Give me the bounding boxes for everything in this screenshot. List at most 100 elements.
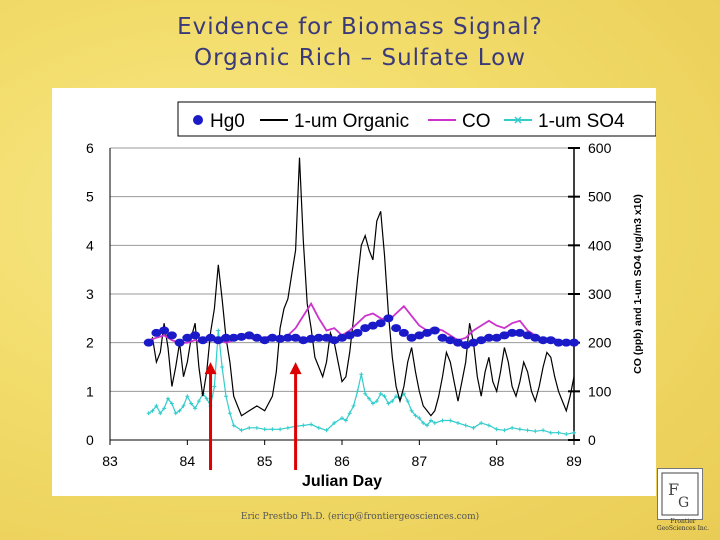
series-layer — [143, 157, 579, 437]
hg0-point — [337, 333, 347, 342]
so4-point — [239, 428, 244, 433]
so4-point — [463, 423, 468, 428]
series-line-1-um-organic — [148, 157, 575, 417]
so4-point — [146, 411, 151, 416]
so4-point — [413, 413, 418, 418]
hg0-point — [360, 324, 371, 333]
legend-label: CO — [462, 111, 491, 132]
hg0-point — [561, 338, 572, 347]
so4-point — [556, 430, 561, 435]
hg0-point — [329, 336, 340, 345]
logo-text-line1: Frontier — [670, 518, 696, 525]
legend-label: 1-um SO4 — [538, 111, 625, 132]
so4-point — [309, 422, 314, 427]
slide-title-line1: Evidence for Biomass Signal? — [177, 14, 543, 40]
hg0-point — [190, 331, 201, 340]
so4-point — [181, 403, 186, 408]
hg0-point — [143, 338, 154, 347]
company-logo: F G Frontier GeoSciences Inc. — [651, 468, 711, 538]
so4-point — [456, 420, 460, 425]
hg0-point — [375, 319, 386, 328]
so4-point — [564, 432, 569, 437]
so4-point — [270, 427, 275, 432]
so4-point — [494, 427, 499, 432]
so4-point — [301, 423, 306, 428]
hg0-point — [275, 334, 286, 343]
so4-point — [533, 429, 538, 434]
hg0-point — [499, 331, 510, 340]
so4-point — [162, 406, 167, 411]
x-tick: 85 — [257, 453, 273, 469]
y-tick-right: 300 — [588, 286, 612, 302]
x-tick: 84 — [180, 453, 196, 469]
x-tick: 87 — [412, 453, 428, 469]
axis-labels: 0 1 2 3 4 5 6 0 100 200 300 400 500 600 83 84 85 86 87 88 89… — [86, 140, 644, 490]
legend-label: Hg0 — [210, 111, 245, 132]
so4-point — [343, 418, 348, 423]
hg0-point — [197, 336, 208, 345]
so4-point — [227, 411, 232, 416]
y-tick-left: 1 — [86, 383, 94, 399]
y-tick-left: 2 — [86, 335, 94, 351]
hg0-point — [429, 326, 440, 335]
so4-point — [231, 423, 236, 428]
so4-point — [471, 425, 476, 430]
so4-point — [150, 408, 155, 413]
so4-point — [448, 418, 453, 423]
hg0-point — [213, 336, 224, 345]
y-tick-right: 100 — [588, 383, 612, 399]
hg0-point — [306, 334, 317, 343]
svg-text:G: G — [678, 495, 689, 511]
hg0-point — [476, 336, 487, 345]
grid — [110, 147, 574, 441]
so4-point — [486, 423, 491, 428]
so4-point — [154, 403, 159, 408]
so4-point — [189, 401, 194, 406]
y-tick-left: 3 — [86, 286, 94, 302]
so4-point — [254, 425, 259, 430]
hg0-point — [313, 333, 324, 342]
y-tick-right: 0 — [588, 432, 596, 448]
y-tick-right: 400 — [588, 237, 612, 253]
so4-point — [193, 406, 198, 411]
hg0-point — [383, 314, 394, 323]
slide-title-line2: Organic Rich – Sulfate Low — [193, 45, 527, 71]
series-line-1-um-so4 — [148, 330, 575, 435]
y-tick-left: 6 — [86, 140, 94, 156]
so4-point — [394, 394, 399, 399]
so4-point — [185, 394, 190, 399]
hg0-point — [522, 331, 533, 340]
so4-point — [417, 416, 422, 421]
y-tick-left: 5 — [86, 189, 94, 205]
so4-point — [409, 408, 414, 413]
so4-point — [548, 430, 553, 435]
hg0-point — [221, 333, 231, 342]
y-tick-right: 600 — [588, 140, 612, 156]
so4-point — [166, 396, 170, 401]
x-tick: 89 — [566, 453, 582, 469]
so4-point — [355, 389, 360, 394]
x-axis-label: Julian Day — [302, 473, 382, 490]
so4-point — [572, 430, 576, 435]
so4-point — [382, 394, 387, 399]
legend-label: 1-um Organic — [294, 111, 409, 132]
logo-caption: Frontier GeoSciences Inc. — [651, 518, 715, 532]
so4-point — [332, 420, 337, 425]
so4-point — [173, 411, 178, 416]
hg0-point — [453, 338, 463, 347]
x-tick: 83 — [102, 453, 118, 469]
legend: Hg0 1-um Organic CO 1-um SO4 — [177, 101, 656, 137]
logo-emblem: F G — [657, 468, 703, 520]
hg0-point — [151, 328, 162, 337]
y-axis-label-right: CO (ppb) and 1-um SO4 (ug/m3 x10) — [632, 194, 644, 374]
hg0-point — [483, 333, 494, 342]
hg0-point — [205, 333, 216, 342]
so4-point — [351, 403, 356, 408]
so4-point — [432, 420, 437, 425]
y-tick-left: 4 — [86, 237, 94, 253]
y-tick-right: 200 — [588, 335, 612, 351]
hg0-point — [174, 338, 185, 347]
hg0-point — [344, 331, 355, 340]
hg0-point — [182, 333, 193, 342]
so4-point — [517, 427, 522, 432]
